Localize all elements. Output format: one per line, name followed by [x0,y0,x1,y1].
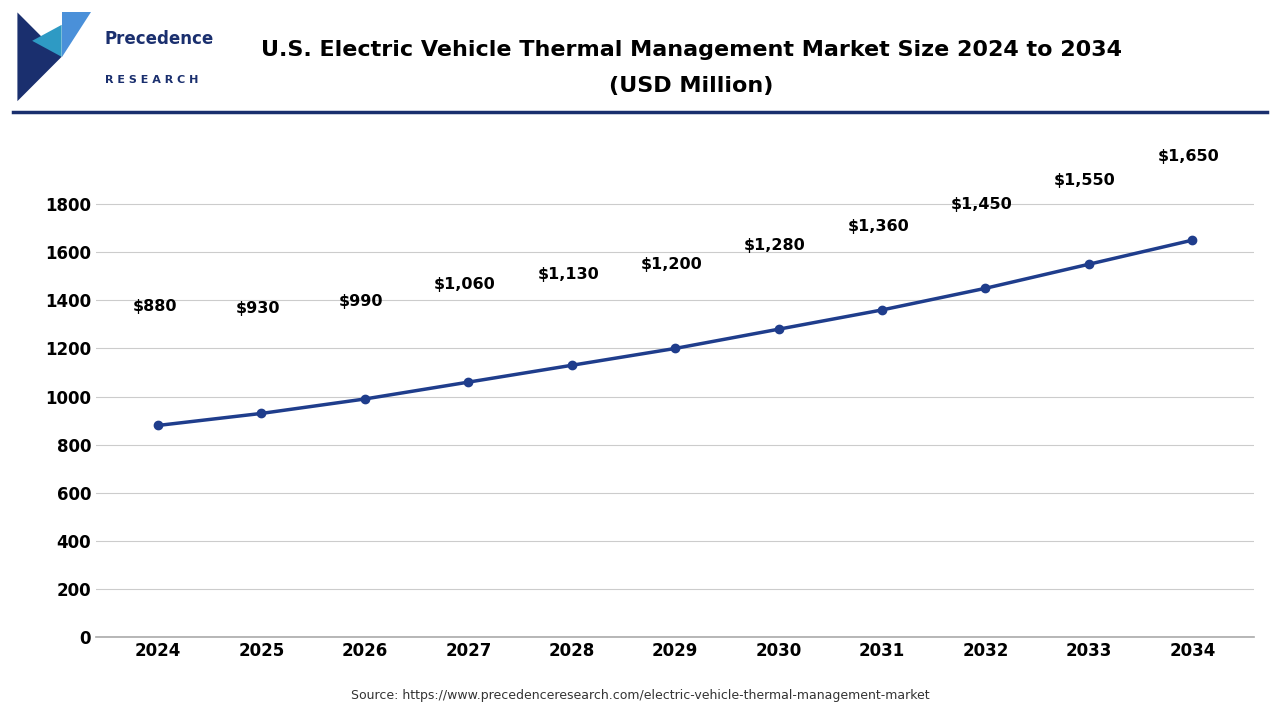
Text: $880: $880 [132,300,177,315]
Text: $990: $990 [339,294,384,309]
Text: $1,360: $1,360 [847,219,909,233]
Text: $1,060: $1,060 [434,277,495,292]
Text: $1,650: $1,650 [1157,149,1220,163]
Text: R E S E A R C H: R E S E A R C H [105,76,198,85]
Text: $1,450: $1,450 [951,197,1012,212]
Text: $1,200: $1,200 [640,257,703,272]
Text: (USD Million): (USD Million) [609,76,773,96]
Text: $1,550: $1,550 [1055,173,1116,188]
Text: Source: https://www.precedenceresearch.com/electric-vehicle-thermal-management-m: Source: https://www.precedenceresearch.c… [351,689,929,702]
Text: $1,130: $1,130 [538,267,599,282]
Text: $1,280: $1,280 [744,238,805,253]
Text: U.S. Electric Vehicle Thermal Management Market Size 2024 to 2034: U.S. Electric Vehicle Thermal Management… [261,40,1121,60]
Text: $930: $930 [236,301,280,316]
Polygon shape [61,12,91,57]
Polygon shape [32,25,61,57]
Text: Precedence: Precedence [105,30,214,48]
Polygon shape [18,12,61,102]
